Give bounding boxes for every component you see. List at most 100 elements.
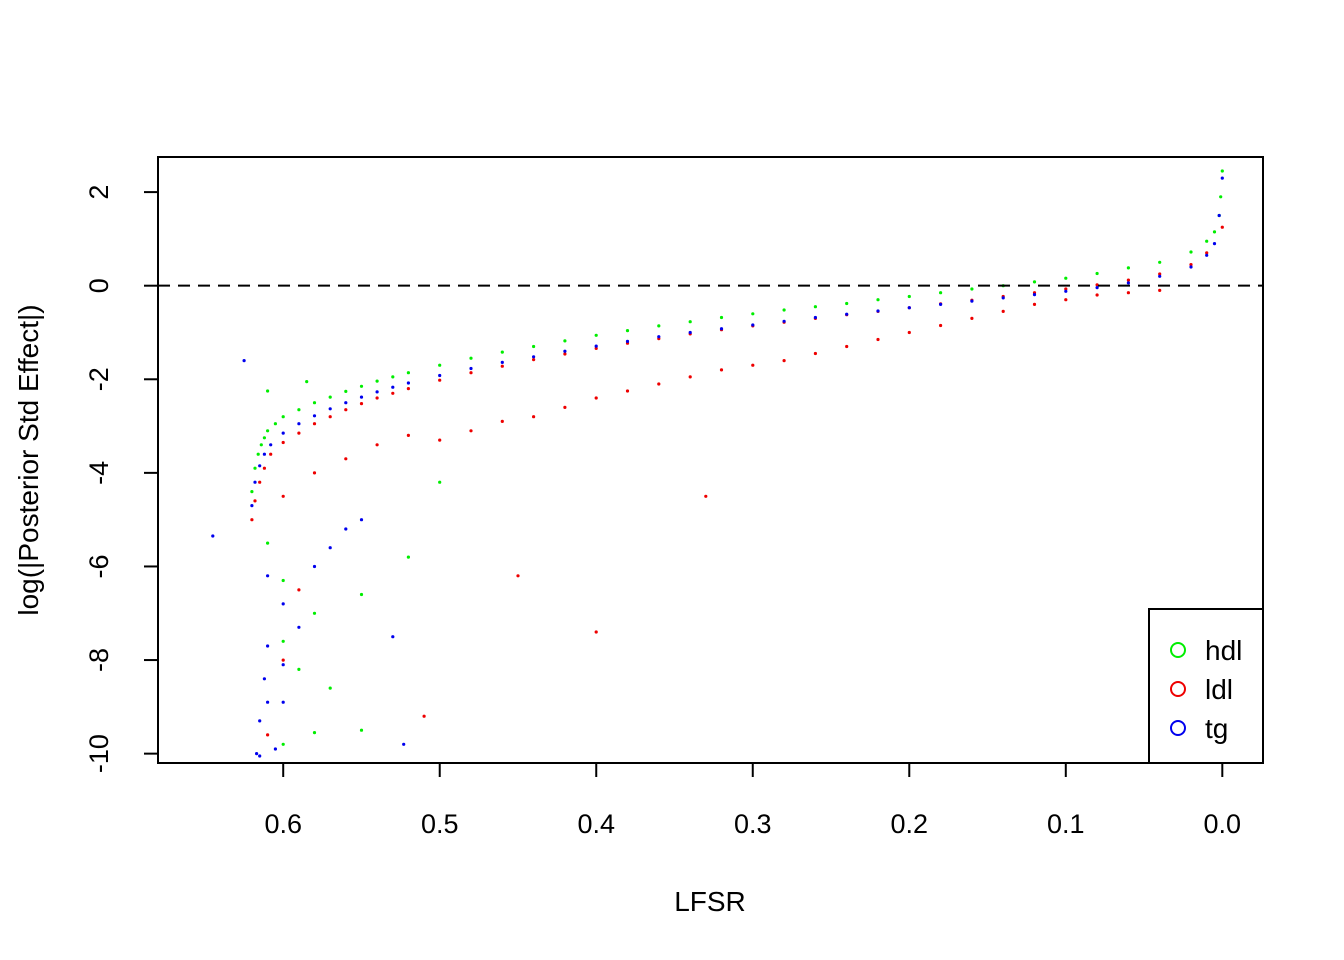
point-ldl: [751, 363, 755, 367]
point-tg: [297, 422, 301, 426]
point-tg: [262, 452, 266, 456]
point-hdl: [1095, 271, 1099, 276]
point-ldl: [1001, 309, 1005, 313]
point-hdl: [500, 350, 504, 354]
point-tg: [402, 742, 406, 746]
x-axis: 0.6 0.5 0.4 0.3 0.2 0.1 0.0: [264, 762, 1242, 839]
point-ldl: [1189, 263, 1193, 267]
point-hdl: [312, 731, 317, 735]
point-ldl: [719, 368, 724, 372]
point-ldl: [845, 344, 849, 349]
series-ldl: [250, 225, 1224, 737]
point-hdl: [1189, 250, 1193, 254]
point-hdl: [359, 592, 364, 597]
point-hdl: [719, 315, 724, 320]
point-tg: [262, 677, 266, 681]
point-hdl: [782, 308, 786, 312]
point-tg: [500, 360, 504, 364]
point-ldl: [516, 574, 520, 578]
point-tg: [845, 312, 849, 316]
point-hdl: [1032, 280, 1037, 284]
point-tg: [406, 381, 410, 385]
point-tg: [375, 390, 379, 394]
point-ldl: [657, 382, 661, 386]
x-tick-label: 0.2: [891, 809, 929, 839]
point-ldl: [281, 658, 285, 662]
point-tg: [391, 635, 395, 639]
point-ldl: [281, 440, 285, 445]
point-tg: [391, 385, 395, 389]
point-hdl: [406, 555, 410, 559]
point-ldl: [625, 389, 630, 393]
point-ldl: [1126, 291, 1130, 295]
point-tg: [657, 335, 661, 339]
point-ldl: [500, 364, 504, 368]
point-hdl: [625, 329, 630, 333]
x-tick-label: 0.0: [1204, 809, 1242, 839]
point-tg: [625, 339, 630, 343]
point-ldl: [438, 378, 442, 382]
point-hdl: [375, 379, 379, 383]
point-ldl: [297, 431, 301, 435]
point-tg: [563, 349, 567, 353]
point-tg: [1212, 242, 1217, 246]
point-tg: [255, 752, 259, 756]
point-tg: [1217, 213, 1221, 218]
point-hdl: [281, 639, 285, 643]
point-hdl: [359, 384, 364, 388]
legend-entry-tg: tg: [1170, 713, 1228, 744]
point-tg: [1220, 176, 1224, 180]
point-tg: [258, 719, 262, 723]
point-tg: [328, 546, 332, 550]
point-hdl: [907, 294, 911, 299]
y-tick-label: -8: [84, 648, 114, 672]
point-tg: [273, 747, 277, 751]
y-tick-label: 0: [84, 278, 114, 293]
x-tick-label: 0.1: [1047, 809, 1085, 839]
point-ldl: [1095, 293, 1099, 297]
point-tg: [281, 700, 285, 704]
point-ldl: [1158, 272, 1162, 276]
point-tg: [281, 431, 285, 435]
point-hdl: [1205, 239, 1209, 243]
y-axis: 2 0 -2 -4 -6 -8 -10: [84, 185, 159, 773]
point-tg: [266, 700, 270, 704]
point-tg: [1095, 286, 1099, 290]
legend-marker-hdl: [1170, 642, 1186, 658]
point-tg: [1001, 296, 1005, 300]
y-tick-label: -2: [84, 367, 114, 391]
point-hdl: [876, 298, 880, 302]
point-tg: [751, 323, 755, 327]
point-ldl: [375, 443, 379, 447]
point-tg: [1205, 253, 1209, 257]
point-hdl: [312, 401, 317, 405]
point-hdl: [297, 408, 301, 412]
point-tg: [312, 564, 317, 569]
point-hdl: [273, 422, 277, 426]
point-ldl: [438, 438, 442, 442]
point-ldl: [594, 396, 598, 400]
point-ldl: [1126, 278, 1130, 282]
point-tg: [1032, 293, 1037, 297]
x-axis-title: LFSR: [674, 886, 746, 917]
point-ldl: [375, 396, 379, 400]
point-hdl: [657, 324, 661, 328]
point-hdl: [688, 320, 692, 324]
series-tg: [211, 176, 1224, 758]
point-hdl: [259, 443, 263, 447]
point-hdl: [438, 480, 442, 484]
point-tg: [281, 602, 285, 606]
point-ldl: [281, 494, 285, 498]
point-tg: [250, 504, 254, 508]
axes-layer: 0.6 0.5 0.4 0.3 0.2 0.1 0.0 2 0 -2 -4 -6 -8 -10 LFSR…: [13, 156, 1264, 917]
point-tg: [266, 574, 270, 578]
legend-label-hdl: hdl: [1205, 635, 1242, 666]
point-ldl: [422, 714, 426, 718]
point-tg: [782, 319, 786, 323]
point-ldl: [406, 433, 410, 437]
point-ldl: [359, 402, 364, 406]
point-hdl: [266, 389, 270, 393]
point-hdl: [281, 415, 285, 419]
point-ldl: [469, 429, 473, 433]
